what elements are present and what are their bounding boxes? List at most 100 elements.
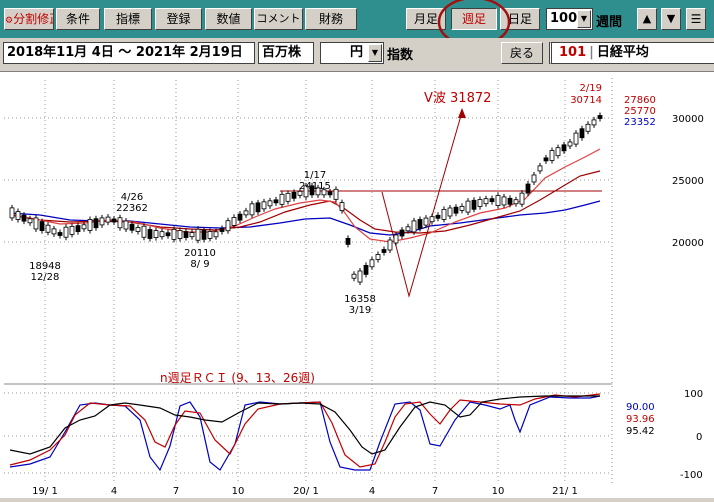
rci-value-black: 95.42: [626, 426, 655, 437]
candle-body: [93, 218, 99, 229]
x-label-10a: 10: [232, 486, 245, 497]
arrow-head-icon: [458, 108, 466, 118]
conditions-button[interactable]: 条件: [56, 8, 100, 30]
currency-select[interactable]: 円 ▼: [320, 42, 384, 64]
candle-body: [237, 213, 243, 221]
candle-body: [225, 220, 231, 232]
candle-body: [75, 225, 81, 233]
candle-body: [303, 185, 309, 198]
candle-body: [249, 203, 255, 216]
x-label-4b: 4: [369, 486, 375, 497]
indicators-button[interactable]: 指標: [104, 8, 152, 30]
candle-body: [51, 228, 57, 235]
candle-body: [189, 232, 195, 238]
candle-body: [381, 249, 387, 253]
candle-body: [399, 229, 405, 237]
candle-body: [441, 208, 447, 220]
candle-body: [99, 217, 105, 226]
candle-body: [63, 226, 69, 238]
candle-body: [219, 228, 225, 232]
period-count-select[interactable]: 100 ▼: [546, 8, 593, 30]
candle-body: [387, 239, 393, 251]
rci-value-red: 93.96: [626, 414, 655, 425]
stock-code-field[interactable]: 101 | 日経平均: [549, 42, 714, 64]
candle-body: [255, 202, 261, 213]
candle-body: [213, 231, 219, 238]
triangle-down-icon[interactable]: ▼: [661, 8, 681, 30]
candle-body: [21, 214, 27, 222]
x-label-20-1: 20/ 1: [293, 486, 319, 497]
date-range-field[interactable]: 2018年11月 4日 ～ 2021年 2月19日: [3, 42, 255, 64]
candle-body: [333, 188, 339, 200]
candle-body: [537, 165, 543, 172]
candle-body: [165, 232, 171, 237]
candle-body: [147, 229, 153, 239]
candle-body: [201, 229, 207, 240]
chevron-down-icon[interactable]: ▼: [577, 10, 591, 28]
period-unit-label: 週間: [596, 15, 623, 30]
candle-body: [489, 198, 495, 203]
low2-date-label: 8/ 9: [190, 259, 209, 270]
candle-body: [543, 157, 549, 162]
ma-value-2: 25770: [624, 106, 656, 117]
ma-value-1: 27860: [624, 95, 656, 106]
candle-body: [459, 205, 465, 211]
candle-body: [573, 132, 579, 145]
candle-body: [57, 232, 63, 236]
candle-body: [261, 201, 267, 210]
x-label-10b: 10: [492, 486, 505, 497]
candle-body: [339, 202, 345, 212]
candle-body: [141, 225, 147, 238]
values-button[interactable]: 数値: [205, 8, 252, 30]
split-adjust-button[interactable]: ⚙分割修正: [4, 8, 54, 30]
candle-body: [45, 224, 51, 233]
comment-button[interactable]: コメント: [254, 8, 303, 30]
candle-body: [345, 237, 351, 245]
candle-body: [513, 199, 519, 205]
financials-button[interactable]: 財務: [305, 8, 357, 30]
candle-body: [129, 223, 135, 231]
candle-body: [285, 192, 291, 202]
candle-body: [321, 189, 327, 196]
candle-body: [111, 218, 117, 223]
rci-black-line: [9, 395, 600, 455]
chevron-down-icon[interactable]: ▼: [368, 44, 382, 62]
candle-body: [531, 174, 537, 183]
candle-body: [429, 216, 435, 223]
candle-body: [525, 183, 531, 194]
candle-body: [579, 128, 585, 139]
unit-field: 百万株: [258, 42, 314, 64]
candle-body: [81, 224, 87, 230]
candle-body: [117, 217, 123, 229]
y-tick-30000: 30000: [672, 114, 704, 125]
candle-body: [273, 199, 279, 204]
low1-date-label: 12/28: [31, 272, 60, 283]
candlesticks: [9, 112, 603, 285]
low3-date-label: 3/19: [349, 305, 371, 316]
candle-body: [477, 199, 483, 207]
candle-body: [297, 190, 303, 196]
register-button[interactable]: 登録: [155, 8, 202, 30]
candle-body: [327, 191, 333, 196]
peak2-value-label: 24115: [299, 181, 331, 192]
monthly-button[interactable]: 月足: [406, 8, 446, 30]
x-label-7b: 7: [432, 486, 438, 497]
candle-body: [69, 225, 75, 235]
rci-value-blue: 90.00: [626, 402, 655, 413]
hamburger-menu-icon[interactable]: ☰: [686, 8, 706, 30]
candle-body: [483, 198, 489, 205]
daily-button[interactable]: 日足: [500, 8, 540, 30]
v-wave-line: [381, 111, 463, 298]
weekly-button[interactable]: 週足: [451, 8, 497, 30]
low3-value-label: 16358: [344, 294, 376, 305]
back-button[interactable]: 戻る: [501, 42, 543, 64]
candle-body: [279, 193, 285, 205]
triangle-up-icon[interactable]: ▲: [637, 8, 657, 30]
candle-body: [393, 234, 399, 244]
candle-body: [39, 221, 45, 231]
candle-body: [15, 211, 21, 220]
y-tick-25000: 25000: [672, 176, 704, 187]
peak-date-label: 4/26: [121, 192, 143, 203]
candle-body: [561, 144, 567, 152]
candle-body: [231, 217, 237, 226]
